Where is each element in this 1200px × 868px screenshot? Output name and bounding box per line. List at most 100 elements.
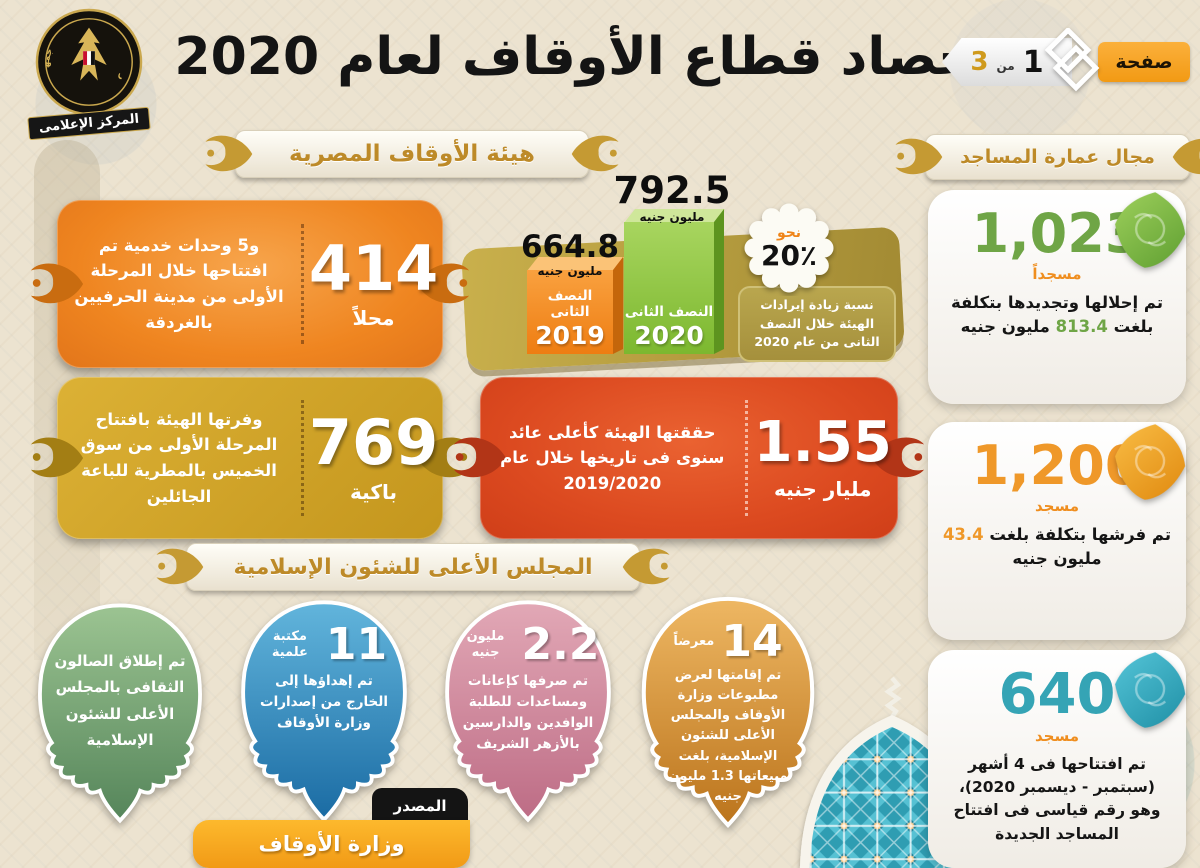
libraries-count: 11 [325, 619, 388, 670]
cabinet-emblem-icon: جمهورية مصر العربية رئاسة مجلس الوزراء [29, 1, 143, 116]
bar-2019: النصف الثانى 2019 [527, 270, 613, 354]
section-council-ribbon: المجلس الأعلى للشئون الإسلامية [186, 543, 640, 591]
green-shield-icon [1107, 185, 1193, 275]
stalls-description: وفرتها الهيئة بافتتاح المرحلة الأولى من … [80, 409, 278, 506]
revenue-amount: 1.55 [753, 410, 892, 475]
stalls-unit: باكية [350, 480, 397, 504]
stat-card-revenue: 1.55 مليار جنيه حققتها الهيئة كأعلى عائد… [480, 377, 898, 539]
text-before: تم فرشها بتكلفة بلغت [989, 524, 1172, 544]
stat-number-block: 1.55 مليار جنيه [748, 410, 898, 502]
page-total: 3 [970, 47, 989, 77]
bar-2019-number: 664.8 [520, 229, 620, 265]
bar-2019-value: 664.8 مليون جنيه [502, 229, 638, 278]
bar-side-face [714, 209, 724, 354]
ribbon-ornament-icon [202, 128, 254, 180]
government-logo: جمهورية مصر العربية رئاسة مجلس الوزراء ا… [27, 1, 151, 141]
page-word-label: صفحة [1098, 42, 1190, 82]
ribbon-ornament-icon [570, 128, 622, 180]
exhibitions-unit: معرضاً [673, 633, 715, 649]
section-awqaf-title: هيئة الأوقاف المصرية [289, 141, 535, 167]
cost-highlight: 43.4 [942, 524, 984, 544]
revenue-bar-chart: 664.8 مليون جنيه 792.5 مليون جنيه النصف … [460, 150, 906, 378]
text-before: تم إحلالها وتجديدها بتكلفة بلغت [950, 292, 1164, 337]
furnished-description: تم فرشها بتكلفة بلغت 43.4 مليون جنيه [928, 523, 1186, 573]
knot-ornament-icon [1044, 28, 1100, 92]
ribbon-ornament-icon [153, 541, 205, 593]
source-value: وزارة الأوقاف [193, 820, 470, 868]
mosque-card-opened: 640 مسجد تم افتتاحها فى 4 أشهر (سبتمبر -… [928, 650, 1186, 868]
exhibitions-text: تم إقامتها لعرض مطبوعات وزارة الأوقاف وا… [668, 668, 788, 804]
stat-number-block: 414 محلاً [304, 232, 443, 331]
section-mosques-ribbon: مجال عمارة المساجد [925, 134, 1190, 180]
shops-count: 414 [308, 232, 439, 305]
dome-content: تم إطلاق الصالون الثقافى بالمجلس الأعلى … [24, 600, 216, 826]
source-label: المصدر [372, 788, 468, 824]
dome-content: 2.2 مليون جنيه تم صرفها كإعانات ومساعدات… [431, 597, 625, 825]
bar-2019-period: النصف الثانى [547, 288, 593, 320]
bar-2019-unit: مليون جنيه [537, 264, 603, 278]
renovated-unit: مسجداً [1032, 264, 1082, 283]
renovated-count: 1,023 [971, 202, 1143, 265]
bar-top-face [624, 209, 725, 223]
aid-unit: مليون جنيه [466, 628, 505, 660]
page-title: حصاد قطاع الأوقاف لعام 2020 [174, 27, 976, 87]
stat-number-block: 769 باكية [304, 406, 443, 505]
bar-2020-period: النصف الثانى [624, 304, 714, 320]
bar-2020-year: 2020 [634, 321, 704, 350]
stat-card-shops: 414 محلاً و5 وحدات خدمية تم افتتاحها خلا… [57, 200, 443, 368]
scalloped-seal-icon [744, 203, 834, 293]
dotted-divider [744, 399, 748, 517]
bar-2020-number: 792.5 [613, 169, 731, 212]
bar-front-face [624, 222, 714, 354]
dome-number-row: 11 مكتبة علمية [227, 623, 421, 667]
dome-content: 11 مكتبة علمية تم إهداؤها إلى الخارج من … [227, 597, 421, 825]
page-current: 1 [1022, 44, 1044, 80]
dome-number-row: 14 معرضاً [627, 620, 829, 664]
bar-2019-year: 2019 [535, 321, 605, 350]
stat-card-stalls: 769 باكية وفرتها الهيئة بافتتاح المرحلة … [57, 377, 443, 539]
increase-badge: نحو 20٪ [741, 200, 837, 296]
badge-prefix: نحو [776, 224, 802, 241]
text-after: مليون جنيه [1012, 549, 1102, 569]
dome-number-row: 2.2 مليون جنيه [431, 623, 625, 667]
renovated-description: تم إحلالها وتجديدها بتكلفة بلغت 813.4 مل… [928, 291, 1186, 341]
dome-cultural-salon: تم إطلاق الصالون الثقافى بالمجلس الأعلى … [24, 600, 216, 826]
revenue-unit: مليار جنيه [773, 477, 872, 501]
stalls-count: 769 [308, 406, 439, 479]
shops-description: و5 وحدات خدمية تم افتتاحها خلال المرحلة … [74, 235, 284, 332]
increase-caption: نسبة زيادة إيرادات الهيئة خلال النصف الث… [738, 286, 896, 362]
furnished-count: 1,200 [971, 434, 1143, 497]
cost-highlight: 813.4 [1055, 317, 1108, 337]
bar-2020-value: 792.5 مليون جنيه [612, 172, 732, 223]
cultural-salon-text: تم إطلاق الصالون الثقافى بالمجلس الأعلى … [54, 652, 186, 749]
dome-exhibitions: 14 معرضاً تم إقامتها لعرض مطبوعات وزارة … [627, 594, 829, 830]
dotted-divider [301, 223, 305, 345]
opened-unit: مسجد [1034, 726, 1080, 745]
bar-side-face [613, 257, 623, 354]
dome-student-aid: 2.2 مليون جنيه تم صرفها كإعانات ومساعدات… [431, 597, 625, 825]
bar-top-face [527, 257, 624, 271]
ribbon-ornament-icon [892, 131, 944, 183]
ribbon-ornament-icon [621, 541, 673, 593]
badge-percent: 20٪ [760, 238, 818, 272]
badge-text: نحو 20٪ [741, 200, 837, 296]
dome-content: 14 معرضاً تم إقامتها لعرض مطبوعات وزارة … [627, 594, 829, 830]
dome-libraries: 11 مكتبة علمية تم إهداؤها إلى الخارج من … [227, 597, 421, 825]
teal-shield-icon [1107, 645, 1193, 735]
dotted-divider [301, 399, 305, 517]
libraries-text: تم إهداؤها إلى الخارج من إصدارات وزارة ا… [260, 673, 388, 731]
libraries-unit: مكتبة علمية [271, 628, 308, 660]
aid-text: تم صرفها كإعانات ومساعدات للطلبة الوافدي… [462, 673, 594, 752]
text-after: مليون جنيه [960, 317, 1050, 337]
revenue-description: حققتها الهيئة كأعلى عائد سنوى فى تاريخها… [500, 422, 725, 493]
bar-front-face [527, 270, 613, 354]
section-council-title: المجلس الأعلى للشئون الإسلامية [233, 554, 593, 580]
bar-2020: النصف الثانى 2020 [624, 222, 714, 354]
furnished-unit: مسجد [1034, 496, 1080, 515]
section-awqaf-authority-ribbon: هيئة الأوقاف المصرية [235, 130, 589, 178]
ribbon-ornament-icon [1171, 131, 1200, 183]
exhibitions-count: 14 [721, 616, 783, 667]
egypt-eagle-icon [71, 27, 107, 81]
bar-2020-unit: مليون جنيه [639, 210, 705, 224]
